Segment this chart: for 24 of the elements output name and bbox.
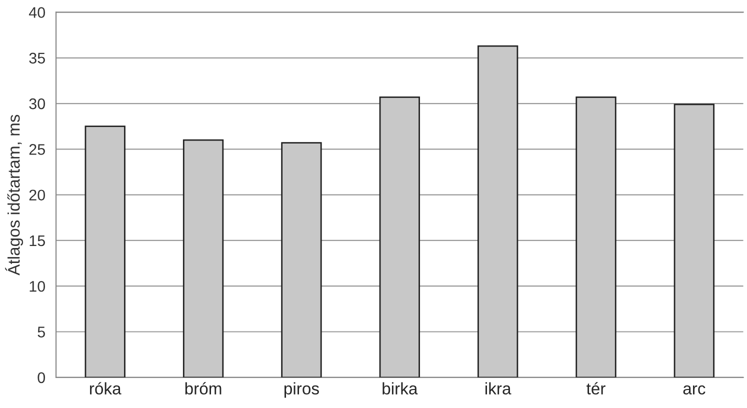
- x-tick-label: piros: [284, 382, 319, 398]
- bar: [379, 96, 420, 378]
- bar: [84, 126, 126, 378]
- bar: [576, 96, 616, 378]
- bar: [182, 139, 224, 378]
- bar: [281, 142, 322, 378]
- y-tick-label: 5: [38, 326, 45, 338]
- y-tick-label: 10: [30, 280, 46, 292]
- y-tick-label: 0: [38, 372, 46, 384]
- y-tick-label: 40: [28, 7, 46, 18]
- bar: [477, 45, 518, 378]
- y-tick-label: 30: [29, 98, 46, 110]
- x-tick-label: birka: [382, 382, 418, 395]
- x-tick-label: róka: [90, 382, 122, 395]
- x-tick-label: bróm: [185, 382, 222, 395]
- y-tick-label: 25: [29, 144, 45, 155]
- y-axis-title: Átlagos időtartam, ms: [5, 114, 24, 276]
- x-tick-label: arc: [683, 385, 706, 395]
- y-tick-label: 35: [29, 52, 45, 64]
- bar: [674, 104, 715, 378]
- y-tick-label: 20: [29, 190, 46, 201]
- y-tick-label: 15: [30, 235, 45, 246]
- x-tick-label: tér: [586, 382, 606, 395]
- x-tick-label: ikra: [486, 382, 512, 395]
